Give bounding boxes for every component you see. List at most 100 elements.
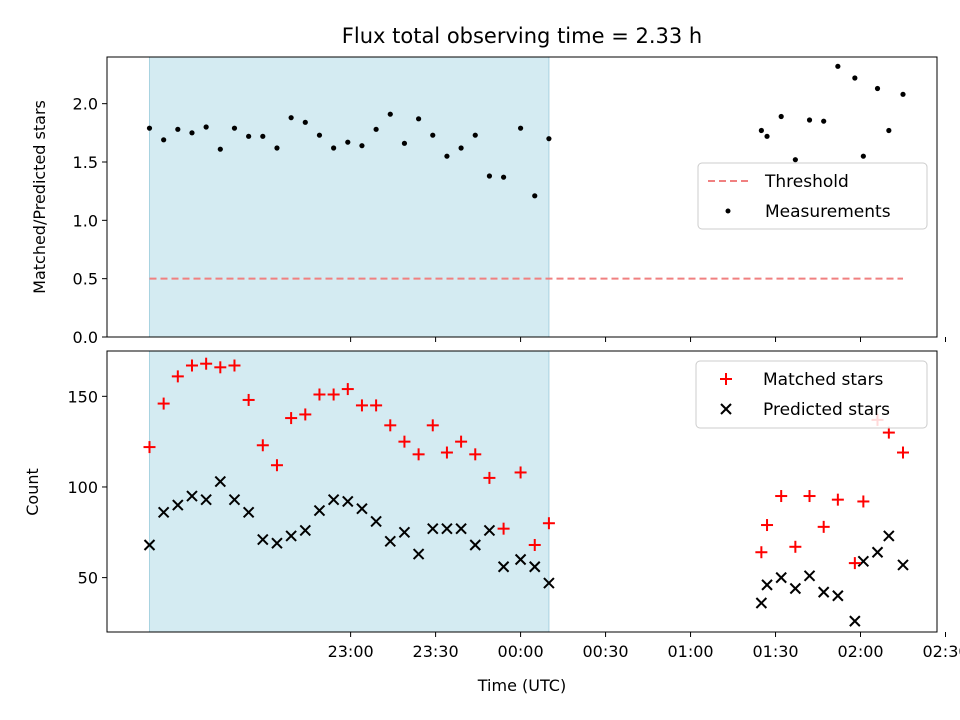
measurement-point-14 bbox=[345, 139, 351, 145]
predicted-point-12 bbox=[313, 504, 326, 517]
matched-point-31 bbox=[775, 490, 788, 503]
top-y-axis-label: Matched/Predicted stars bbox=[30, 100, 49, 294]
measurement-point-30 bbox=[764, 133, 770, 139]
predicted-point-15 bbox=[356, 503, 368, 515]
matched-point-2 bbox=[171, 370, 184, 383]
measurement-point-21 bbox=[444, 153, 450, 159]
top-x-ticks bbox=[350, 337, 946, 342]
chart-title: Flux total observing time = 2.33 h bbox=[342, 24, 702, 48]
predicted-point-24 bbox=[483, 524, 496, 537]
predicted-point-29 bbox=[755, 597, 768, 609]
measurement-point-6 bbox=[231, 125, 238, 131]
measurement-point-4 bbox=[203, 124, 209, 130]
matched-point-12 bbox=[313, 388, 326, 401]
predicted-point-13 bbox=[327, 493, 340, 506]
legend-predicted-label: Predicted stars bbox=[763, 400, 890, 420]
measurement-point-0 bbox=[146, 125, 153, 131]
matched-point-21 bbox=[440, 446, 453, 459]
measurement-point-25 bbox=[500, 174, 507, 180]
bottom-legend-box bbox=[695, 360, 928, 429]
measurement-point-9 bbox=[274, 145, 280, 151]
measurement-point-36 bbox=[852, 75, 858, 81]
bottom-ytick-label-1: 100 bbox=[67, 478, 98, 497]
matched-point-18 bbox=[398, 435, 411, 448]
predicted-point-18 bbox=[398, 526, 411, 538]
top-y-ticks: 0.0 0.5 1.0 1.5 2.0 bbox=[73, 95, 107, 347]
bottom-x-ticks: 23:00 23:30 00:00 00:30 01:00 01:30 02:00 02:30… bbox=[328, 632, 960, 661]
legend-matched-label: Matched stars bbox=[763, 370, 883, 390]
measurement-point-34 bbox=[821, 118, 827, 124]
matched-point-24 bbox=[483, 471, 496, 484]
matched-point-4 bbox=[200, 357, 213, 370]
xtick-label-5: 01:30 bbox=[752, 642, 798, 661]
bottom-ytick-label-0: 50 bbox=[78, 569, 98, 588]
measurement-point-26 bbox=[517, 125, 524, 131]
predicted-point-4 bbox=[200, 493, 212, 506]
measurement-point-16 bbox=[373, 126, 379, 132]
measurement-point-37 bbox=[860, 153, 866, 159]
matched-point-3 bbox=[185, 359, 198, 372]
bottom-panel: 50 100 150 23:00 23:30 00:00 00:30 01:00 01:30 0… bbox=[23, 350, 960, 695]
top-legend-box bbox=[697, 162, 928, 230]
measurement-point-15 bbox=[359, 143, 365, 149]
predicted-point-22 bbox=[455, 522, 467, 535]
matched-point-25 bbox=[497, 522, 510, 535]
matched-point-36 bbox=[848, 557, 861, 570]
predicted-point-14 bbox=[342, 495, 354, 508]
predicted-point-37 bbox=[857, 555, 870, 568]
matched-point-6 bbox=[228, 359, 241, 372]
bottom-ytick-label-2: 150 bbox=[67, 387, 98, 406]
predicted-point-16 bbox=[370, 515, 382, 528]
predicted-point-39 bbox=[883, 530, 895, 542]
xtick-label-3: 00:30 bbox=[583, 642, 629, 661]
matched-point-13 bbox=[327, 388, 340, 401]
matched-point-9 bbox=[270, 459, 283, 472]
measurement-point-18 bbox=[401, 140, 408, 146]
matched-point-23 bbox=[469, 448, 482, 461]
measurement-point-7 bbox=[246, 133, 252, 139]
measurement-point-8 bbox=[260, 133, 266, 139]
predicted-point-38 bbox=[871, 546, 884, 558]
measurement-point-24 bbox=[486, 173, 493, 179]
predicted-point-33 bbox=[803, 570, 816, 582]
matched-point-37 bbox=[857, 495, 870, 508]
measurement-point-29 bbox=[758, 127, 764, 134]
predicted-point-20 bbox=[427, 522, 439, 535]
measurement-point-20 bbox=[430, 132, 436, 138]
bottom-y-axis-label: Count bbox=[23, 468, 42, 516]
xtick-label-1: 23:30 bbox=[413, 642, 459, 661]
predicted-point-36 bbox=[849, 615, 861, 627]
matched-point-16 bbox=[370, 399, 383, 412]
predicted-point-21 bbox=[441, 522, 453, 535]
top-ytick-label-1: 0.5 bbox=[73, 270, 98, 289]
measurement-point-23 bbox=[472, 132, 478, 138]
predicted-point-30 bbox=[761, 579, 773, 591]
predicted-point-40 bbox=[897, 559, 909, 571]
predicted-point-35 bbox=[832, 590, 844, 602]
predicted-point-2 bbox=[172, 499, 184, 511]
xtick-label-4: 01:00 bbox=[667, 642, 713, 661]
measurement-point-39 bbox=[886, 127, 892, 134]
measurement-point-35 bbox=[835, 63, 841, 69]
matched-point-1 bbox=[157, 397, 170, 410]
legend-predicted-swatch bbox=[720, 403, 732, 415]
xtick-label-2: 00:00 bbox=[498, 642, 544, 661]
measurement-point-10 bbox=[288, 115, 294, 121]
measurement-point-31 bbox=[778, 113, 784, 120]
matched-point-33 bbox=[803, 490, 816, 503]
matched-point-39 bbox=[882, 426, 895, 439]
predicted-point-31 bbox=[775, 571, 787, 584]
top-legend: Threshold Measurements bbox=[697, 162, 928, 230]
predicted-point-34 bbox=[817, 586, 830, 598]
predicted-point-17 bbox=[384, 535, 396, 548]
bottom-axes-frame bbox=[106, 350, 938, 633]
predicted-point-23 bbox=[469, 539, 481, 551]
measurement-point-1 bbox=[161, 137, 167, 143]
matched-point-7 bbox=[242, 393, 255, 406]
measurement-point-27 bbox=[532, 193, 538, 199]
matched-point-30 bbox=[761, 519, 774, 532]
measurement-point-11 bbox=[302, 119, 308, 125]
measurement-point-5 bbox=[217, 146, 223, 152]
predicted-point-28 bbox=[543, 577, 555, 589]
matched-point-22 bbox=[455, 435, 468, 448]
